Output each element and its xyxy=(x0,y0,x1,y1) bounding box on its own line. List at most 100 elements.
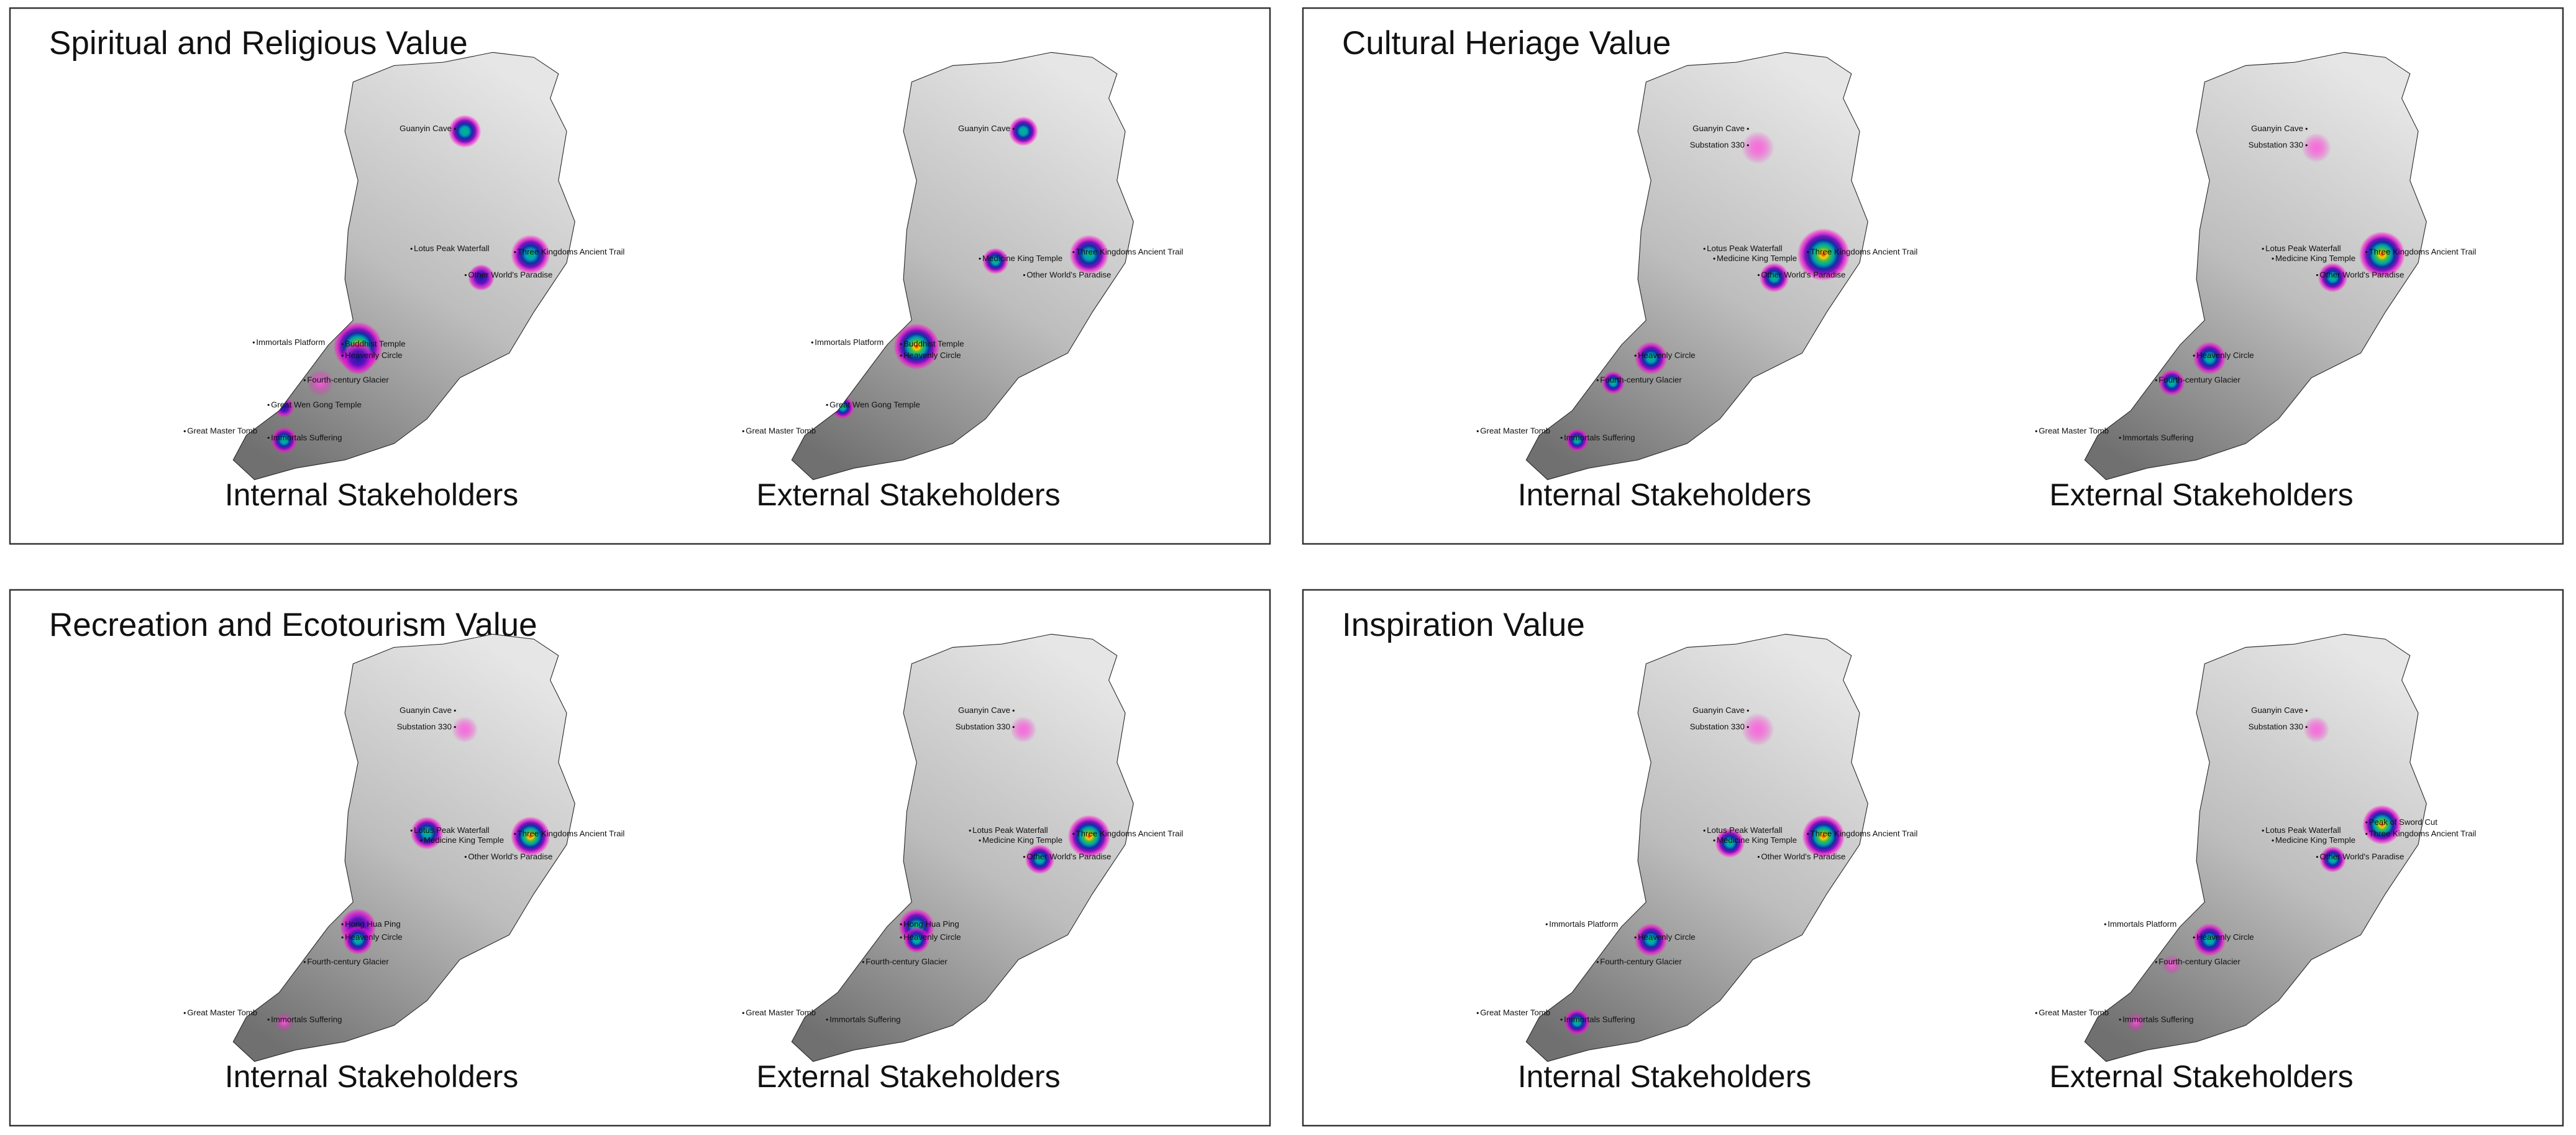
site-point xyxy=(2316,855,2319,858)
site-label: Buddhist Temple xyxy=(345,339,406,349)
site-point xyxy=(341,936,344,939)
panel: Inspiration Value Guanyin Cave Substation … xyxy=(1302,589,2564,1127)
site-label: Great Wen Gong Temple xyxy=(271,400,362,409)
site-label: Fourth-century Glacier xyxy=(1600,957,1682,967)
site-point xyxy=(900,936,902,939)
site-label: Guanyin Cave xyxy=(400,124,452,133)
site-point xyxy=(742,430,744,433)
site-label: Lotus Peak Waterfall xyxy=(1707,244,1783,253)
heat-layer xyxy=(2126,716,2402,1032)
heat-spot xyxy=(410,816,444,850)
site-point xyxy=(1012,127,1015,130)
site-label: Great Master Tomb xyxy=(187,1008,257,1018)
site-label: Immortals Platform xyxy=(256,338,325,347)
site-label: Guanyin Cave xyxy=(1692,124,1745,133)
site-point xyxy=(826,403,828,407)
map-caption: External Stakeholders xyxy=(2049,477,2353,512)
site-label: Heavenly Circle xyxy=(1638,932,1696,942)
heat-spot xyxy=(2158,369,2185,396)
site-point xyxy=(420,839,422,842)
site-label: Substation 330 xyxy=(1690,140,1745,150)
heat-spot xyxy=(1008,116,1038,146)
site-label: Medicine King Temple xyxy=(1717,835,1797,845)
site-label: Other World's Paradise xyxy=(1026,852,1111,862)
site-point xyxy=(1634,354,1637,357)
heat-spot xyxy=(2301,132,2331,163)
site-label: Three Kingdoms Ancient Trail xyxy=(2369,247,2477,257)
site-point xyxy=(900,923,902,926)
panel-title: Cultural Heriage Value xyxy=(1342,25,1671,62)
map: Guanyin Cave Substation 330 Lotus Peak Wat… xyxy=(2035,51,2477,481)
site-label: Heavenly Circle xyxy=(903,932,961,942)
site-point xyxy=(267,1018,270,1021)
site-label: Heavenly Circle xyxy=(345,351,403,360)
heat-spot xyxy=(451,716,478,743)
site-point xyxy=(2305,144,2308,147)
site-point xyxy=(862,961,864,963)
site-label: Great Master Tomb xyxy=(746,426,816,436)
heat-spot xyxy=(1010,716,1037,743)
site-point xyxy=(2272,839,2274,842)
site-label: Lotus Peak Waterfall xyxy=(414,825,490,835)
site-label: Great Master Tomb xyxy=(1480,1008,1550,1018)
site-point xyxy=(1596,961,1599,963)
site-label: Hong Hua Ping xyxy=(345,919,401,929)
site-point xyxy=(979,257,981,260)
site-point xyxy=(183,430,186,433)
heat-spot xyxy=(2162,954,2182,975)
heat-layer xyxy=(2106,132,2405,396)
site-label: Medicine King Temple xyxy=(1717,254,1797,263)
heat-spot xyxy=(1565,428,1589,452)
map: Guanyin Cave Substation 330 Lotus Peak Wat… xyxy=(1476,633,1917,1063)
site-point xyxy=(454,726,456,728)
site-point xyxy=(410,829,413,832)
site-point xyxy=(1703,247,1706,250)
site-point xyxy=(2262,247,2264,250)
site-label: Other World's Paradise xyxy=(2319,270,2404,280)
site-point xyxy=(2262,829,2264,832)
map-caption: External Stakeholders xyxy=(2049,1059,2353,1094)
site-label: Guanyin Cave xyxy=(2251,124,2303,133)
map-caption: Internal Stakeholders xyxy=(1518,477,1812,512)
site-point xyxy=(1757,855,1760,858)
heat-spot xyxy=(1715,828,1745,858)
site-point xyxy=(410,247,413,250)
site-label: Immortals Suffering xyxy=(2122,433,2193,442)
site-point xyxy=(2365,250,2368,254)
site-point xyxy=(2119,436,2121,439)
heat-spot xyxy=(982,247,1009,275)
site-label: Three Kingdoms Ancient Trail xyxy=(1076,829,1184,839)
heat-spot xyxy=(1741,713,1774,747)
site-label: Great Master Tomb xyxy=(2039,426,2109,436)
map-caption: External Stakeholders xyxy=(756,477,1060,512)
site-point xyxy=(1747,726,1749,728)
site-label: Substation 330 xyxy=(397,722,452,732)
site-point xyxy=(454,127,456,130)
site-point xyxy=(252,341,255,344)
site-point xyxy=(303,379,306,382)
panel-title: Inspiration Value xyxy=(1342,607,1585,643)
site-point xyxy=(900,354,902,357)
site-label: Immortals Suffering xyxy=(829,1014,900,1024)
site-label: Lotus Peak Waterfall xyxy=(972,825,1048,835)
site-label: Medicine King Temple xyxy=(424,835,504,845)
site-label: Medicine King Temple xyxy=(2275,254,2355,263)
site-point xyxy=(1023,273,1026,277)
site-label: Three Kingdoms Ancient Trail xyxy=(1811,247,1918,257)
site-label: Fourth-century Glacier xyxy=(307,375,389,385)
site-label: Three Kingdoms Ancient Trail xyxy=(518,247,625,257)
site-point xyxy=(900,343,902,346)
site-point xyxy=(341,343,344,346)
site-label: Three Kingdoms Ancient Trail xyxy=(1076,247,1184,257)
site-point xyxy=(826,1018,828,1021)
map-caption: Internal Stakeholders xyxy=(225,477,519,512)
heat-spot xyxy=(2318,262,2348,293)
site-label: Other World's Paradise xyxy=(468,270,552,280)
heat-spot xyxy=(1564,1009,1591,1036)
heat-spot xyxy=(341,341,375,375)
site-point xyxy=(341,923,344,926)
map: Guanyin Cave Substation 330 Lotus Peak Wat… xyxy=(1476,51,1918,481)
site-label: Great Master Tomb xyxy=(1480,426,1550,436)
site-label: Lotus Peak Waterfall xyxy=(2265,244,2341,253)
site-point xyxy=(2316,273,2319,277)
